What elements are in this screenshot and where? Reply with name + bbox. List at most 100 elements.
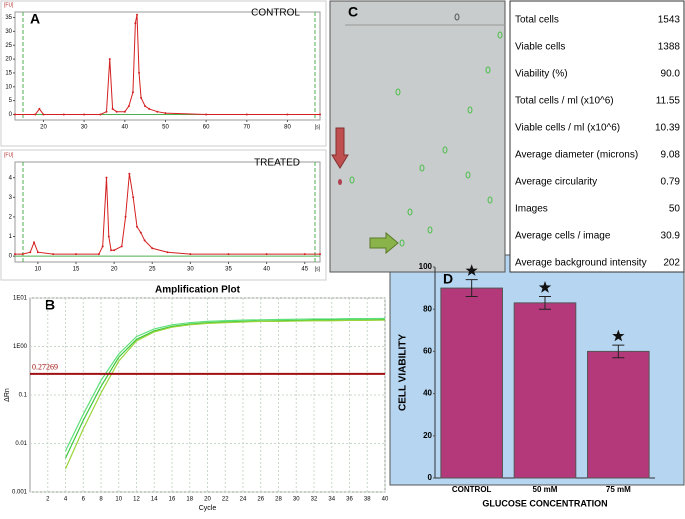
significance-star <box>465 264 478 276</box>
data-point <box>38 107 41 110</box>
table-frame <box>509 0 685 273</box>
y-axis-label: CELL VIABILITY <box>398 334 409 411</box>
panel-a-control-frame <box>0 0 327 147</box>
data-point <box>319 113 321 116</box>
data-point <box>134 22 137 25</box>
data-point <box>189 253 192 256</box>
x-tick-label: 40 <box>382 497 389 503</box>
data-point <box>164 112 167 115</box>
x-tick-label: 70 <box>243 125 250 131</box>
data-point <box>143 239 146 242</box>
x-tick-label: 26 <box>257 497 264 503</box>
x-tick-label: 20 <box>111 267 118 273</box>
panel-label: A <box>30 11 40 27</box>
data-point <box>33 241 36 244</box>
data-point <box>115 110 118 113</box>
data-line <box>15 14 320 115</box>
image-frame <box>329 0 506 273</box>
x-tick-label: 2 <box>46 497 50 503</box>
table-value: 50 <box>669 204 681 215</box>
plot-area <box>14 161 321 263</box>
data-point <box>105 176 108 179</box>
x-tick-label: 24 <box>240 497 247 503</box>
y-unit: [FU] <box>4 2 14 8</box>
x-tick-label: 34 <box>328 497 335 503</box>
y-tick-label: 0.001 <box>12 490 28 496</box>
table-value: 9.08 <box>661 150 681 161</box>
table-label: Average cells / image <box>515 231 611 242</box>
data-point <box>128 172 131 175</box>
x-tick-label: 40 <box>121 125 128 131</box>
significance-star <box>538 281 552 293</box>
data-point <box>113 249 116 252</box>
data-point <box>144 105 147 108</box>
y-tick-label: 10 <box>5 84 12 90</box>
table-value: 0.79 <box>661 177 681 188</box>
table-label: Total cells <box>515 15 559 26</box>
data-point <box>136 13 138 16</box>
data-point <box>166 251 169 254</box>
data-point <box>21 253 24 256</box>
error-bar <box>612 344 625 359</box>
y-tick-label: 1E00 <box>13 344 28 350</box>
y-tick-label: 60 <box>423 347 432 356</box>
data-point <box>245 113 248 116</box>
data-point <box>156 110 159 113</box>
data-point <box>303 253 306 256</box>
error-bar <box>465 279 478 298</box>
table-label: Viability (%) <box>515 69 568 80</box>
y-tick-label: 1 <box>9 234 13 240</box>
y-tick-label: 3 <box>9 195 13 201</box>
data-point <box>148 107 151 110</box>
x-tick-label: 4 <box>64 497 68 503</box>
table-label: Average circularity <box>515 177 597 188</box>
error-bar <box>539 296 551 310</box>
y-axis-label: ΔRn <box>4 388 11 402</box>
data-point <box>62 113 65 116</box>
x-tick-label: 45 <box>301 267 308 273</box>
y-tick-label: 4 <box>9 175 13 181</box>
y-tick-label: 0 <box>428 473 433 482</box>
x-tick-label: 50 <box>162 125 169 131</box>
data-point <box>227 253 230 256</box>
annotation: CONTROL <box>251 8 300 19</box>
x-tick-label: 12 <box>133 497 140 503</box>
x-tick-label: 6 <box>82 497 86 503</box>
significance-star <box>612 329 625 342</box>
y-tick-label: 35 <box>5 15 12 21</box>
x-tick-label: 8 <box>99 497 103 503</box>
cell <box>454 13 460 21</box>
data-point <box>107 235 110 238</box>
x-tick-label: 75 mM <box>606 485 631 494</box>
cells <box>349 31 503 247</box>
y-tick-label: 2 <box>9 214 13 220</box>
data-point <box>42 113 45 116</box>
x-tick-label: 15 <box>73 267 80 273</box>
panel-a-treated-frame <box>0 149 327 281</box>
red-arrow <box>331 127 349 169</box>
y-tick-label: 5 <box>9 98 13 104</box>
table-label: Viable cells / ml (x10^6) <box>515 123 620 134</box>
table-label: Average diameter (microns) <box>515 150 638 161</box>
table-label: Total cells / ml (x10^6) <box>515 96 614 107</box>
x-axis-label: GLUCOSE CONCENTRATION <box>482 498 607 508</box>
data-point <box>36 251 39 254</box>
y-tick-label: 20 <box>5 57 12 63</box>
x-tick-label: 14 <box>151 497 158 503</box>
data-point <box>101 245 104 248</box>
table-value: 11.55 <box>656 96 681 107</box>
x-tick-label: 28 <box>275 497 282 503</box>
data-point <box>319 253 321 256</box>
data-point <box>120 245 123 248</box>
x-tick-label: 36 <box>346 497 353 503</box>
y-tick-label: 15 <box>5 71 12 77</box>
x-tick-label: 80 <box>284 125 291 131</box>
x-tick-label: 18 <box>186 497 193 503</box>
bar <box>513 302 577 479</box>
x-tick-label: 35 <box>225 267 232 273</box>
threshold-label: 0.27269 <box>32 363 58 372</box>
data-point <box>105 110 108 113</box>
y-tick-label: 0 <box>9 254 13 260</box>
dead-cell <box>338 179 342 185</box>
x-tick-label: 60 <box>203 125 210 131</box>
